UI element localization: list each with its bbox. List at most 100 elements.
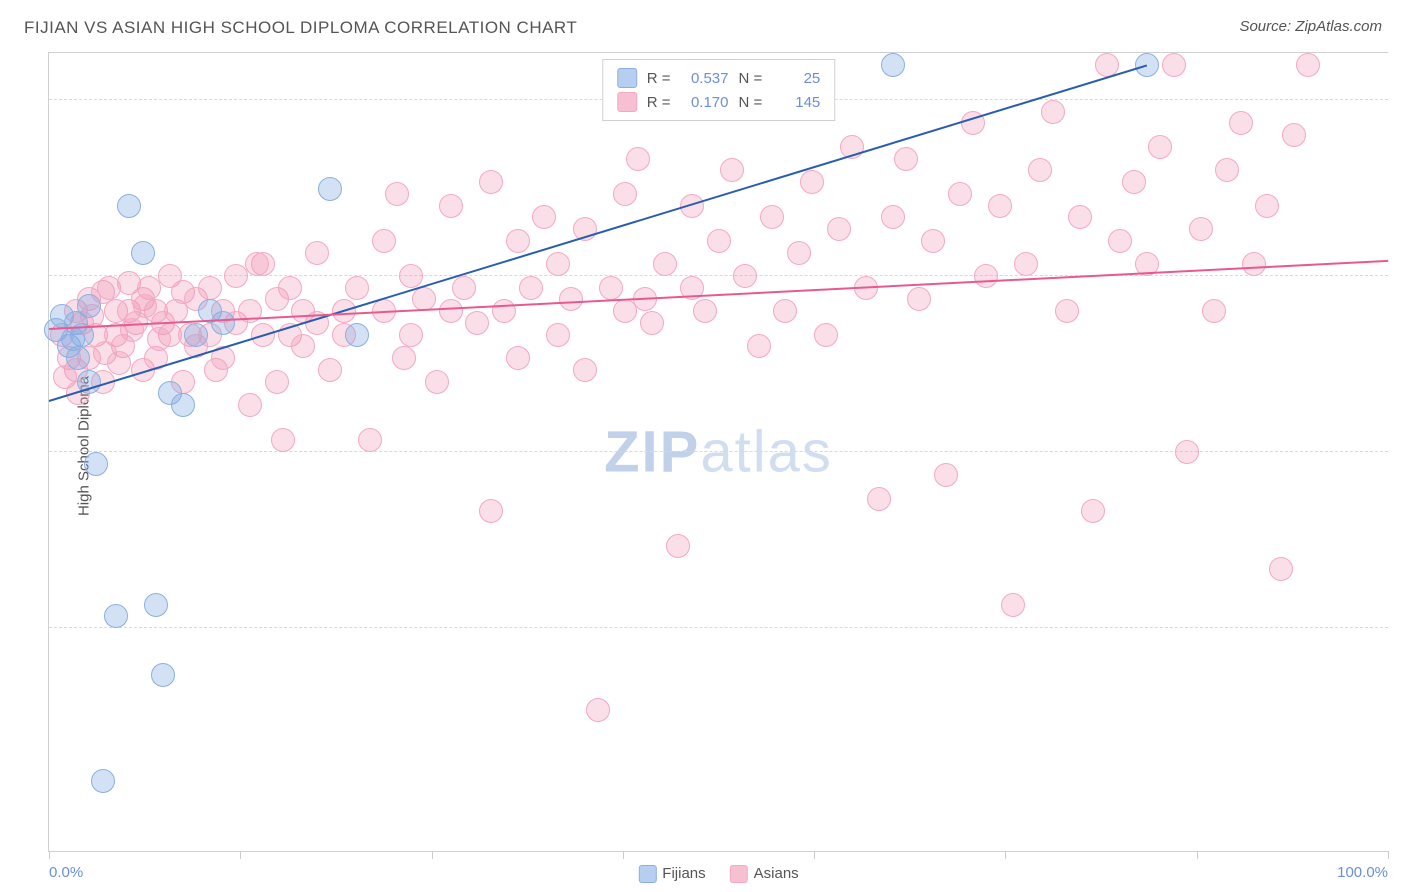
data-point	[1255, 194, 1279, 218]
data-point	[1162, 53, 1186, 77]
data-point	[479, 170, 503, 194]
legend-r-label: R =	[647, 94, 671, 111]
x-axis-max-label: 100.0%	[1337, 864, 1388, 881]
data-point	[271, 428, 295, 452]
data-point	[184, 323, 208, 347]
data-point	[907, 287, 931, 311]
data-point	[147, 327, 171, 351]
data-point	[131, 241, 155, 265]
x-tick	[432, 851, 433, 859]
data-point	[640, 311, 664, 335]
data-point	[1189, 217, 1213, 241]
legend-swatch	[730, 865, 748, 883]
data-point	[1001, 593, 1025, 617]
data-point	[265, 370, 289, 394]
data-point	[787, 241, 811, 265]
data-point	[439, 299, 463, 323]
data-point	[425, 370, 449, 394]
data-point	[117, 194, 141, 218]
x-tick	[814, 851, 815, 859]
data-point	[1068, 205, 1092, 229]
data-point	[385, 182, 409, 206]
x-tick	[623, 851, 624, 859]
data-point	[61, 327, 85, 351]
data-point	[1041, 100, 1065, 124]
legend-swatch	[638, 865, 656, 883]
data-point	[305, 241, 329, 265]
data-point	[1282, 123, 1306, 147]
data-point	[988, 194, 1012, 218]
data-point	[492, 299, 516, 323]
y-tick-label: 77.5%	[1396, 603, 1406, 620]
data-point	[653, 252, 677, 276]
data-point	[198, 276, 222, 300]
legend-n-value: 25	[772, 70, 820, 87]
chart-title: FIJIAN VS ASIAN HIGH SCHOOL DIPLOMA CORR…	[24, 18, 577, 38]
data-point	[1055, 299, 1079, 323]
grid-line	[49, 275, 1388, 276]
legend-n-label: N =	[739, 70, 763, 87]
legend-r-label: R =	[647, 70, 671, 87]
data-point	[439, 194, 463, 218]
data-point	[1028, 158, 1052, 182]
data-point	[77, 294, 101, 318]
data-point	[171, 393, 195, 417]
data-point	[894, 147, 918, 171]
data-point	[1175, 440, 1199, 464]
data-point	[814, 323, 838, 347]
data-point	[559, 287, 583, 311]
data-point	[720, 158, 744, 182]
chart-source: Source: ZipAtlas.com	[1239, 18, 1382, 35]
legend-row: R = 0.537 N = 25	[617, 66, 821, 90]
data-point	[345, 323, 369, 347]
data-point	[974, 264, 998, 288]
data-point	[506, 346, 530, 370]
data-point	[881, 53, 905, 77]
x-tick	[240, 851, 241, 859]
watermark: ZIPatlas	[604, 419, 833, 486]
y-tick-label: 92.5%	[1396, 250, 1406, 267]
data-point	[211, 311, 235, 335]
legend-r-value: 0.537	[681, 70, 729, 87]
data-point	[318, 177, 342, 201]
data-point	[1269, 557, 1293, 581]
data-point	[91, 769, 115, 793]
legend-row: R = 0.170 N = 145	[617, 90, 821, 114]
data-point	[133, 294, 157, 318]
data-point	[107, 351, 131, 375]
data-point	[1081, 499, 1105, 523]
data-point	[278, 276, 302, 300]
legend-n-label: N =	[739, 94, 763, 111]
chart-area: ZIPatlas 77.5%85.0%92.5%100.0% R = 0.537 N…	[48, 52, 1388, 852]
data-point	[84, 452, 108, 476]
data-point	[1242, 252, 1266, 276]
data-point	[666, 534, 690, 558]
data-point	[245, 252, 269, 276]
data-point	[1148, 135, 1172, 159]
data-point	[1202, 299, 1226, 323]
data-point	[506, 229, 530, 253]
data-point	[238, 393, 262, 417]
correlation-legend: R = 0.537 N = 25 R = 0.170 N = 145	[602, 59, 836, 121]
data-point	[546, 252, 570, 276]
data-point	[532, 205, 556, 229]
data-point	[573, 358, 597, 382]
data-point	[707, 229, 731, 253]
legend-r-value: 0.170	[681, 94, 729, 111]
data-point	[626, 147, 650, 171]
data-point	[392, 346, 416, 370]
data-point	[318, 358, 342, 382]
plot-region: ZIPatlas 77.5%85.0%92.5%100.0%	[49, 53, 1388, 851]
x-tick	[1197, 851, 1198, 859]
data-point	[733, 264, 757, 288]
x-axis-min-label: 0.0%	[49, 864, 83, 881]
data-point	[399, 323, 423, 347]
y-tick-label: 85.0%	[1396, 427, 1406, 444]
data-point	[934, 463, 958, 487]
data-point	[372, 229, 396, 253]
data-point	[827, 217, 851, 241]
data-point	[586, 698, 610, 722]
data-point	[144, 593, 168, 617]
data-point	[519, 276, 543, 300]
legend-n-value: 145	[772, 94, 820, 111]
